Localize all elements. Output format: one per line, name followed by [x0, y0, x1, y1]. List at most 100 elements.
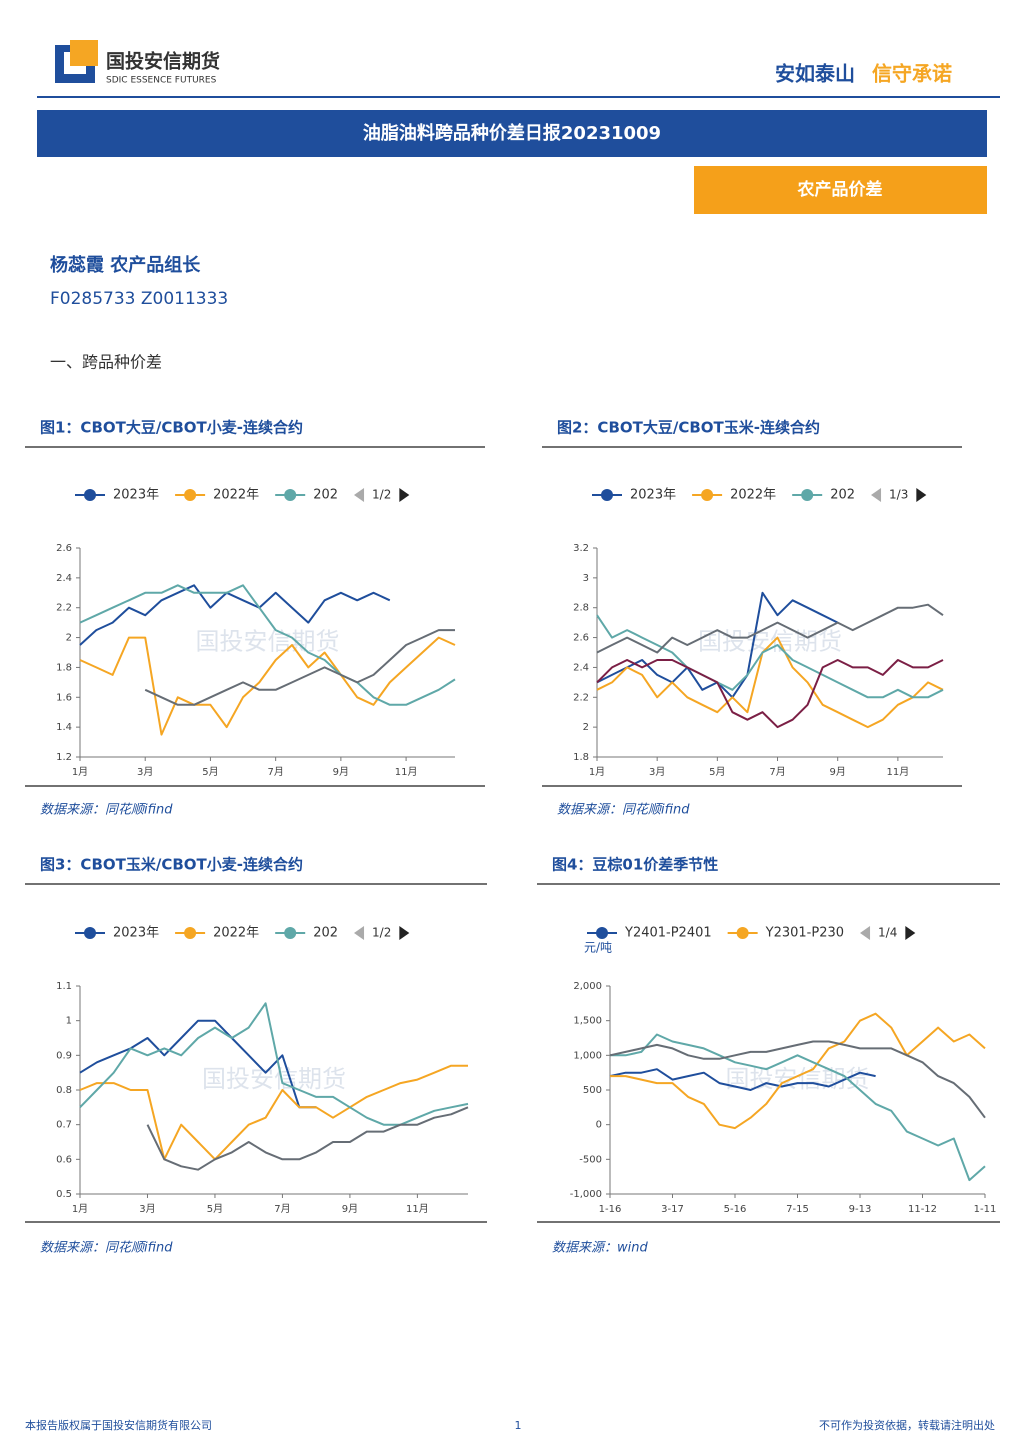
page-number: 1	[515, 1419, 522, 1432]
series-line	[79, 1002, 469, 1126]
legend-dot	[284, 927, 297, 939]
figure-source: 数据来源：同花顺ifind	[557, 803, 690, 818]
legend-label: 202	[313, 926, 338, 941]
slogan: 安如泰山	[775, 62, 855, 86]
y-tick-label: 1.1	[56, 981, 72, 992]
legend-label: Y2401-P2401	[624, 926, 712, 941]
x-tick-label: 7月	[769, 766, 785, 778]
footer-right: 不可作为投资依据，转载请注明出处	[819, 1418, 995, 1432]
legend-prev[interactable]	[871, 488, 882, 502]
x-tick-label: 3月	[137, 766, 153, 778]
x-tick-label: 3月	[649, 766, 665, 778]
series-line	[596, 659, 944, 729]
legend-next[interactable]	[399, 488, 410, 502]
legend-prev[interactable]	[354, 488, 365, 502]
series-line	[79, 584, 391, 646]
x-tick-label: 7月	[267, 766, 283, 778]
legend-label: 2022年	[730, 488, 776, 503]
x-tick-label: 11月	[887, 766, 910, 778]
legend-dot	[84, 489, 96, 501]
title-bar	[37, 110, 987, 157]
footer-left: 本报告版权属于国投安信期货有限公司	[25, 1418, 212, 1432]
company: 国投安信期货	[106, 50, 220, 73]
x-tick-label: 1-11	[974, 1204, 997, 1215]
legend-dot	[184, 489, 197, 501]
figure-title: 图4：豆棕01价差季节性	[552, 856, 718, 874]
y-tick-label: 2,000	[573, 981, 602, 992]
x-tick-label: 9月	[830, 766, 846, 778]
y-tick-label: 2.6	[573, 633, 589, 644]
figure-source: 数据来源：同花顺ifind	[40, 1241, 173, 1256]
y-tick-label: 2	[583, 722, 589, 733]
x-tick-label: 7月	[274, 1203, 290, 1215]
x-tick-label: 9月	[342, 1203, 358, 1215]
legend-page: 1/4	[878, 926, 897, 940]
y-unit: 元/吨	[584, 941, 612, 955]
watermark: 国投安信期货	[196, 628, 340, 656]
series-line	[146, 1106, 469, 1171]
legend-page: 1/2	[372, 926, 391, 940]
series-line	[610, 1012, 986, 1130]
x-tick-label: 9-13	[849, 1204, 872, 1215]
legend-dot	[84, 927, 96, 939]
legend-dot	[736, 927, 749, 939]
tag: 农产品价差	[797, 179, 883, 200]
y-tick-label: 1	[66, 1016, 72, 1027]
y-tick-label: 0	[596, 1120, 602, 1131]
y-tick-label: 500	[583, 1085, 602, 1096]
series-line	[79, 636, 456, 736]
y-tick-label: -1,000	[570, 1189, 602, 1200]
y-tick-label: 3.2	[573, 543, 589, 554]
x-tick-label: 3月	[139, 1203, 155, 1215]
x-tick-label: 1月	[589, 766, 605, 778]
y-tick-label: 1,500	[573, 1016, 602, 1027]
y-tick-label: -500	[579, 1154, 602, 1165]
slogan: 信守承诺	[872, 62, 952, 86]
y-tick-label: 0.8	[56, 1085, 72, 1096]
y-tick-label: 0.6	[56, 1154, 72, 1165]
x-tick-label: 5-16	[724, 1204, 747, 1215]
series-line	[596, 636, 944, 729]
figure-title: 图2：CBOT大豆/CBOT玉米-连续合约	[557, 419, 820, 437]
series-line	[596, 603, 944, 654]
y-tick-label: 1,000	[573, 1050, 602, 1061]
legend-label: 2023年	[630, 488, 676, 503]
x-tick-label: 1-16	[599, 1204, 622, 1215]
figure-source: 数据来源：wind	[552, 1241, 648, 1256]
series-line	[609, 1068, 876, 1091]
y-tick-label: 0.7	[56, 1120, 72, 1131]
legend-label: 2023年	[113, 926, 159, 941]
legend-page: 1/2	[372, 488, 391, 502]
series-line	[596, 614, 944, 699]
legend-dot	[601, 489, 613, 501]
y-tick-label: 1.6	[56, 692, 72, 703]
x-tick-label: 5月	[202, 766, 218, 778]
series-line	[79, 584, 456, 706]
logo-orange	[70, 40, 98, 66]
figure-title: 图1：CBOT大豆/CBOT小麦-连续合约	[40, 419, 303, 437]
x-tick-label: 11-12	[908, 1204, 937, 1215]
y-tick-label: 3	[583, 573, 589, 584]
x-tick-label: 9月	[333, 766, 349, 778]
legend-label: Y2301-P230	[765, 926, 844, 941]
figure-source: 数据来源：同花顺ifind	[40, 803, 173, 818]
series-line	[79, 1064, 468, 1161]
legend-label: 202	[313, 488, 338, 503]
legend-prev[interactable]	[860, 926, 871, 940]
legend-next[interactable]	[916, 488, 927, 502]
x-tick-label: 7-15	[786, 1204, 809, 1215]
legend-label: 2022年	[213, 488, 259, 503]
legend-next[interactable]	[399, 926, 410, 940]
legend-prev[interactable]	[354, 926, 365, 940]
y-tick-label: 0.9	[56, 1050, 72, 1061]
y-tick-label: 1.8	[56, 662, 72, 673]
legend-label: 202	[830, 488, 855, 503]
x-tick-label: 3-17	[661, 1204, 684, 1215]
legend-dot	[701, 489, 714, 501]
tag-box	[694, 166, 987, 214]
legend-next[interactable]	[905, 926, 916, 940]
y-tick-label: 0.5	[56, 1189, 72, 1200]
y-tick-label: 2	[66, 633, 72, 644]
x-tick-label: 1月	[72, 766, 88, 778]
legend-dot	[801, 489, 814, 501]
